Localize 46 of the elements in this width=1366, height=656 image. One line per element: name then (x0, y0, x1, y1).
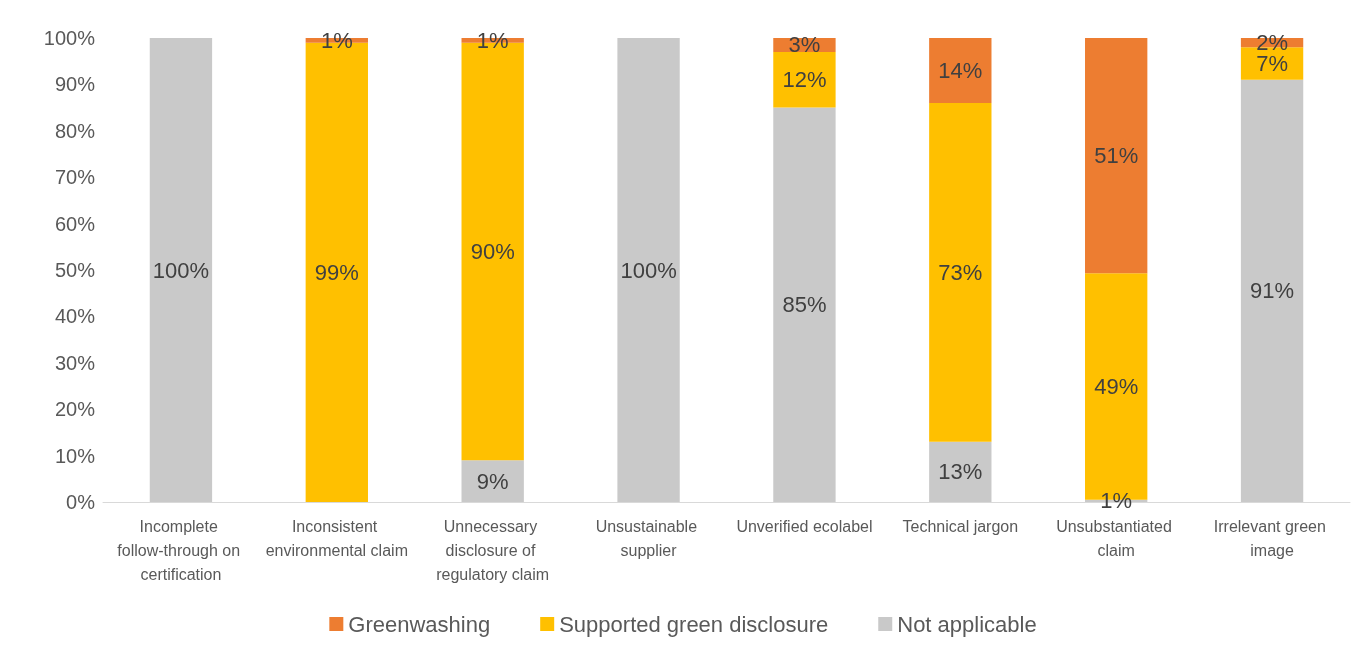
data-label: 13% (938, 459, 983, 485)
data-label: 3% (788, 32, 821, 58)
data-label: 99% (314, 259, 359, 285)
bar (461, 460, 524, 502)
y-tick-label: 90% (54, 73, 96, 96)
data-label: 100% (152, 257, 210, 283)
data-label: 90% (470, 238, 515, 264)
y-tick-label: 30% (54, 351, 96, 374)
bar (929, 102, 992, 442)
legend-label: Greenwashing (348, 611, 491, 637)
x-tick-label: Inconsistent environmental claim (265, 517, 408, 559)
legend-label: Supported green disclosure (559, 611, 829, 637)
x-tick-label: Unnecessary disclosure of regulatory claim (436, 517, 550, 583)
data-label: 49% (1094, 373, 1139, 399)
bar (773, 51, 836, 108)
data-label: 100% (620, 257, 677, 283)
y-tick-label: 20% (54, 398, 96, 421)
data-label: 12% (782, 67, 827, 93)
data-label: 73% (938, 259, 983, 285)
bar (929, 441, 992, 502)
bar (617, 38, 680, 502)
data-label: 91% (1250, 278, 1295, 304)
data-label: 9% (476, 468, 509, 494)
x-tick-label: Technical jargon (902, 517, 1019, 535)
y-tick-label: 100% (43, 27, 96, 49)
y-tick-label: 80% (54, 119, 96, 142)
y-tick-label: 70% (54, 166, 96, 189)
x-tick-label: Incomplete follow-through on certification (117, 517, 245, 583)
x-tick-label: Unverified ecolabel (736, 517, 873, 535)
x-tick-label: Unsustainable supplier (595, 517, 702, 559)
y-tick-label: 50% (54, 259, 96, 281)
bar (149, 38, 213, 502)
data-label: 51% (1094, 143, 1139, 169)
bar (929, 38, 992, 103)
y-tick-label: 0% (66, 491, 96, 513)
bar (1240, 79, 1304, 502)
data-label: 14% (938, 57, 983, 83)
y-tick-label: 60% (54, 212, 96, 235)
bar (773, 107, 836, 502)
bar (1085, 38, 1148, 274)
x-tick-label: Unsubstantiated claim (1056, 517, 1177, 559)
x-tick-label: Irrelevant green image (1213, 517, 1331, 559)
y-tick-label: 40% (54, 305, 96, 328)
y-tick-label: 10% (54, 444, 96, 467)
legend-label: Not applicable (897, 611, 1037, 637)
data-label: 85% (782, 292, 827, 318)
